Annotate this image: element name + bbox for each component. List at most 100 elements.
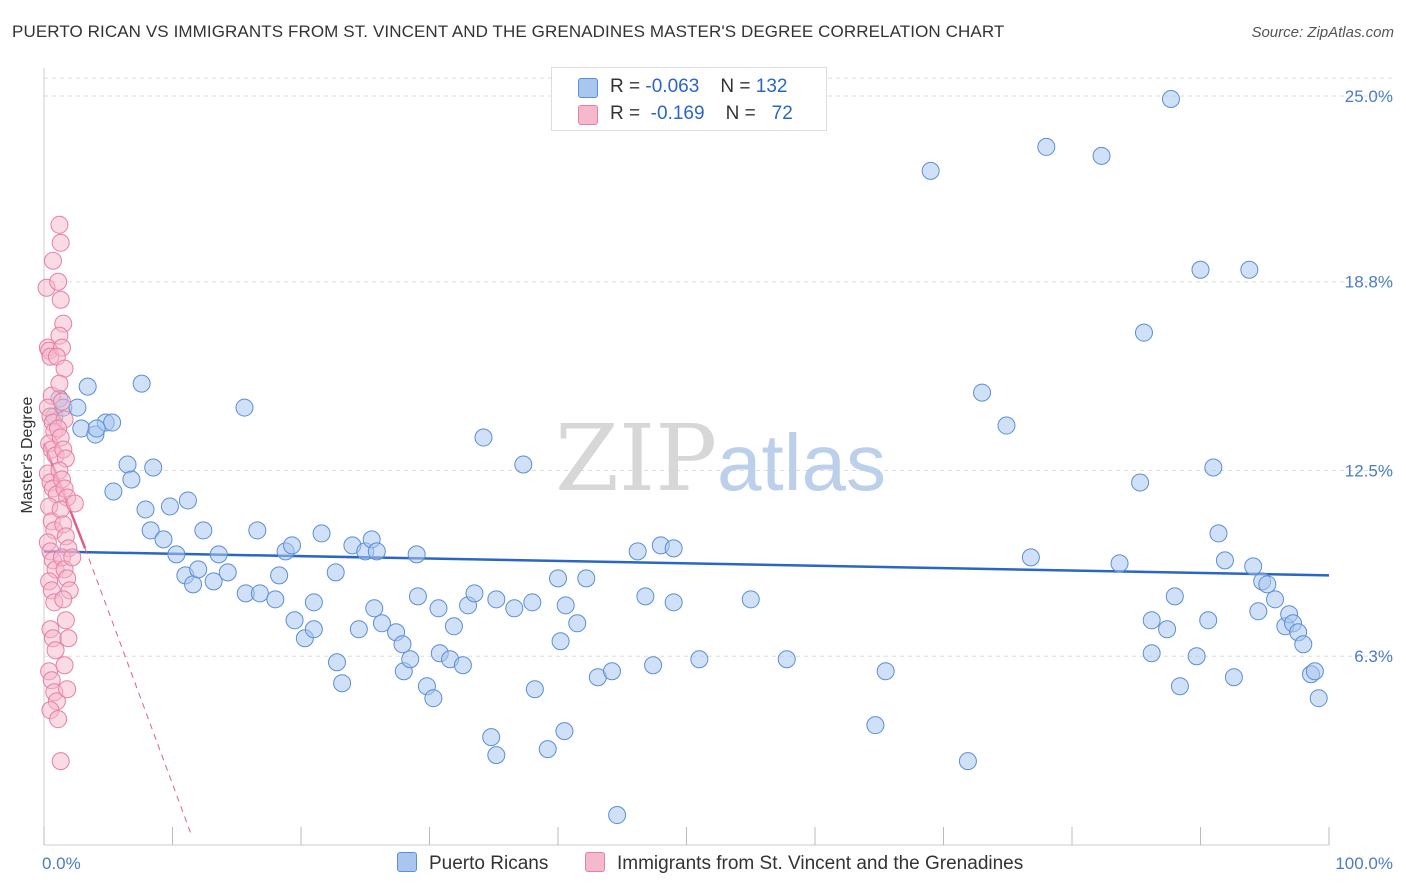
watermark-zip: ZIP — [555, 405, 717, 512]
legend-swatch-pink — [578, 105, 598, 125]
bottom-legend-swatch-pink — [585, 852, 605, 872]
point-puerto-ricans-66 — [474, 428, 493, 447]
bottom-legend-swatch-blue — [397, 852, 417, 872]
bottom-legend-st-vincent: Immigrants from St. Vincent and the Gren… — [585, 852, 1023, 875]
bottom-legend-puerto-ricans: Puerto Ricans — [397, 852, 548, 875]
point-puerto-ricans-45 — [349, 620, 368, 639]
point-puerto-ricans-48 — [367, 542, 386, 561]
point-puerto-ricans-78 — [556, 596, 575, 615]
y-tick-label-2: 18.8% — [1345, 273, 1393, 292]
point-puerto-ricans-71 — [514, 455, 533, 474]
point-puerto-ricans-122 — [1266, 590, 1285, 609]
point-puerto-ricans-13 — [122, 470, 141, 489]
point-puerto-ricans-58 — [424, 689, 443, 708]
trend-line-puerto-ricans — [43, 550, 1330, 577]
point-puerto-ricans-107 — [1158, 620, 1177, 639]
point-puerto-ricans-103 — [1131, 473, 1150, 492]
point-puerto-ricans-67 — [482, 728, 501, 747]
point-puerto-ricans-35 — [283, 536, 302, 555]
y-tick-labels: 6.3% 12.5% 18.8% 25.0% — [1345, 87, 1393, 666]
legend-swatch-blue — [578, 78, 598, 98]
point-st-vincent-68 — [58, 680, 77, 699]
correlation-legend: R = -0.063 N = 132 R = -0.169 N = 72 — [551, 67, 827, 131]
point-puerto-ricans-68 — [487, 746, 506, 765]
point-puerto-ricans-104 — [1134, 323, 1153, 342]
point-st-vincent-38 — [49, 272, 68, 291]
point-puerto-ricans-11 — [118, 455, 137, 474]
point-puerto-ricans-42 — [327, 653, 346, 672]
point-puerto-ricans-22 — [184, 575, 203, 594]
point-puerto-ricans-129 — [1305, 662, 1324, 681]
series-st-vincent — [37, 215, 84, 771]
point-puerto-ricans-119 — [1249, 602, 1268, 621]
point-puerto-ricans-82 — [608, 806, 627, 825]
point-puerto-ricans-65 — [465, 584, 484, 603]
point-st-vincent-37 — [43, 251, 62, 270]
point-puerto-ricans-14 — [144, 458, 163, 477]
point-puerto-ricans-77 — [555, 722, 574, 741]
point-st-vincent-66 — [59, 629, 78, 648]
point-puerto-ricans-93 — [866, 716, 885, 735]
point-puerto-ricans-31 — [248, 521, 267, 540]
point-puerto-ricans-50 — [372, 614, 391, 633]
point-puerto-ricans-25 — [209, 545, 228, 564]
point-puerto-ricans-84 — [628, 542, 647, 561]
point-puerto-ricans-99 — [1021, 548, 1040, 567]
y-axis-label: Master's Degree — [19, 396, 36, 513]
point-puerto-ricans-72 — [523, 593, 542, 612]
point-puerto-ricans-83 — [602, 662, 621, 681]
point-puerto-ricans-110 — [1187, 647, 1206, 666]
point-puerto-ricans-97 — [973, 383, 992, 402]
point-puerto-ricans-36 — [285, 611, 304, 630]
point-puerto-ricans-113 — [1204, 458, 1223, 477]
watermark-atlas: atlas — [717, 418, 886, 507]
point-puerto-ricans-90 — [690, 650, 709, 669]
point-puerto-ricans-89 — [664, 593, 683, 612]
point-puerto-ricans-18 — [141, 521, 160, 540]
point-puerto-ricans-96 — [958, 752, 977, 771]
point-puerto-ricans-130 — [1309, 689, 1328, 708]
point-puerto-ricans-10 — [87, 419, 106, 438]
point-puerto-ricans-98 — [997, 416, 1016, 435]
point-puerto-ricans-33 — [270, 566, 289, 585]
source-label: Source: ZipAtlas.com — [1251, 24, 1394, 41]
x-tick-label-min: 0.0% — [42, 854, 81, 873]
point-st-vincent-65 — [56, 611, 75, 630]
point-puerto-ricans-27 — [218, 563, 237, 582]
chart-title: PUERTO RICAN VS IMMIGRANTS FROM ST. VINC… — [12, 22, 1005, 41]
point-puerto-ricans-30 — [235, 398, 254, 417]
point-puerto-ricans-16 — [160, 497, 179, 516]
point-puerto-ricans-79 — [568, 614, 587, 633]
point-st-vincent-45 — [50, 374, 69, 393]
point-puerto-ricans-76 — [538, 740, 557, 759]
point-st-vincent-36 — [51, 233, 70, 252]
point-st-vincent-35 — [50, 215, 69, 234]
point-puerto-ricans-131 — [1161, 89, 1180, 108]
point-st-vincent-44 — [55, 359, 74, 378]
point-puerto-ricans-40 — [304, 620, 323, 639]
point-puerto-ricans-9 — [103, 413, 122, 432]
point-puerto-ricans-62 — [444, 617, 463, 636]
point-puerto-ricans-20 — [167, 545, 186, 564]
x-tick-label-max: 100.0% — [1335, 854, 1393, 873]
point-puerto-ricans-85 — [636, 587, 655, 606]
point-puerto-ricans-26 — [204, 572, 223, 591]
point-puerto-ricans-70 — [505, 599, 524, 618]
point-puerto-ricans-95 — [921, 161, 940, 180]
point-puerto-ricans-23 — [189, 560, 208, 579]
watermark: ZIP atlas — [555, 405, 886, 512]
point-puerto-ricans-32 — [266, 590, 285, 609]
point-puerto-ricans-86 — [644, 656, 663, 675]
point-puerto-ricans-114 — [1209, 524, 1228, 543]
point-puerto-ricans-17 — [178, 491, 197, 510]
point-puerto-ricans-55 — [407, 545, 426, 564]
point-puerto-ricans-49 — [365, 599, 384, 618]
point-puerto-ricans-8 — [132, 374, 151, 393]
point-puerto-ricans-39 — [312, 524, 331, 543]
point-puerto-ricans-60 — [429, 599, 448, 618]
point-puerto-ricans-116 — [1224, 668, 1243, 687]
point-puerto-ricans-106 — [1142, 644, 1161, 663]
point-st-vincent-34 — [49, 710, 68, 729]
point-st-vincent-28 — [46, 641, 65, 660]
